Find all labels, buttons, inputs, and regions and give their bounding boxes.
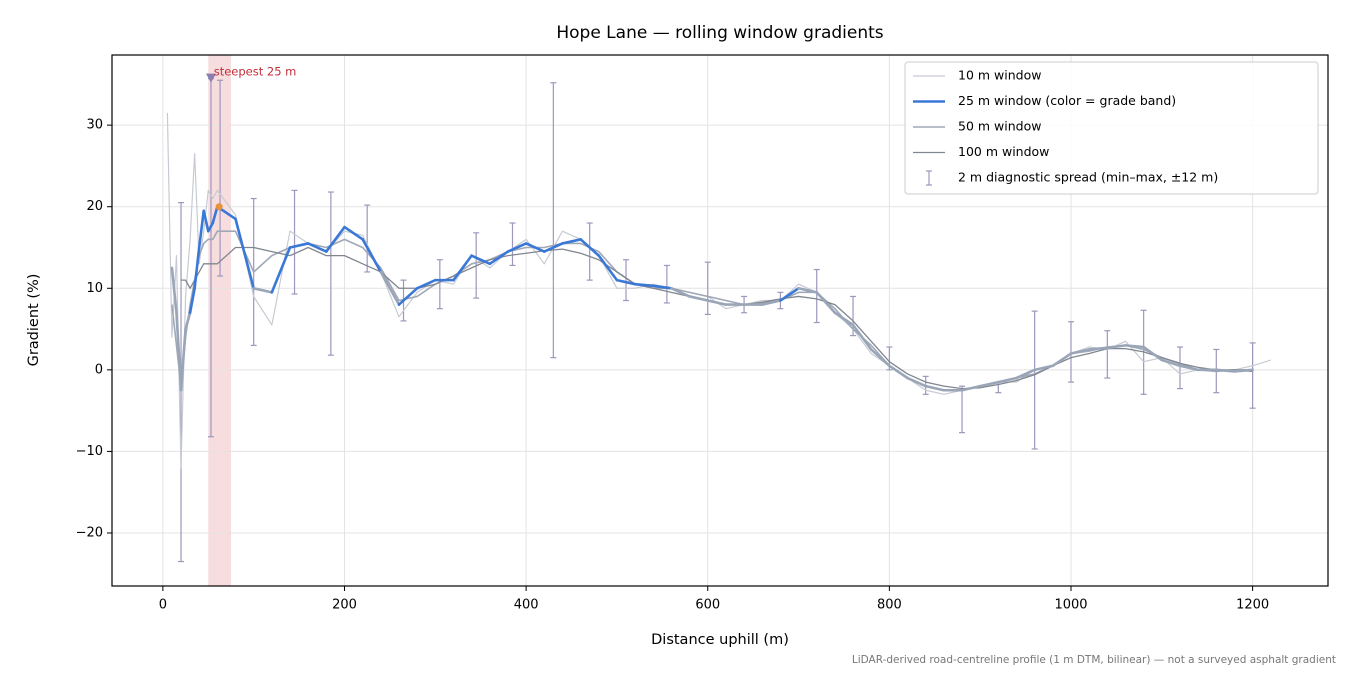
line-segment	[978, 380, 1000, 388]
line-segment	[561, 238, 582, 245]
line-segment	[1106, 344, 1127, 350]
line-segment	[197, 209, 206, 249]
chart-title: Hope Lane — rolling window gradients	[556, 23, 883, 43]
x-axis-label: Distance uphill (m)	[651, 632, 789, 648]
x-tick-label: 1200	[1236, 598, 1269, 613]
line-segment	[488, 250, 510, 266]
line-segment	[270, 246, 292, 294]
line-segment	[452, 254, 473, 282]
line-segment	[170, 266, 178, 315]
x-tick-label: 200	[332, 598, 357, 613]
line-segment	[1160, 358, 1182, 368]
line-segment	[252, 286, 274, 294]
line-segment	[397, 286, 419, 306]
line-segment	[760, 299, 782, 306]
line-segment	[615, 278, 637, 286]
line-segment	[1178, 364, 1200, 372]
y-tick-label: 0	[95, 362, 103, 377]
line-segment	[524, 242, 546, 253]
line-segment	[202, 209, 210, 233]
x-tick-label: 600	[695, 598, 720, 613]
line-segment	[597, 254, 619, 282]
highlight-span	[208, 55, 231, 586]
line-segment	[833, 311, 855, 327]
annotation: steepest 25 m	[214, 65, 297, 79]
x-tick-label: 1000	[1054, 598, 1087, 613]
line-segment	[306, 242, 328, 253]
legend-box	[904, 61, 1319, 195]
y-tick-label: 20	[86, 199, 103, 214]
line-segment	[379, 270, 401, 306]
line-segment	[1124, 344, 1145, 349]
line-segment	[1051, 352, 1073, 368]
line-segment	[670, 286, 691, 298]
line-segment	[188, 286, 196, 315]
line-segment	[179, 327, 187, 392]
plot-frame	[111, 54, 1329, 587]
line-segment	[997, 376, 1018, 384]
line-segment	[906, 376, 927, 388]
line-segment	[851, 323, 873, 351]
line	[181, 246, 1253, 390]
line-segment	[415, 278, 437, 290]
legend-label: 25 m window (color = grade band)	[958, 93, 1176, 108]
legend-label: 10 m window	[958, 68, 1041, 83]
legend-label: 50 m window	[958, 119, 1041, 134]
line-segment	[797, 286, 819, 294]
line-segment	[706, 299, 728, 306]
x-tick-label: 0	[159, 598, 167, 613]
line-segment	[688, 295, 710, 302]
legend-label: 100 m window	[958, 144, 1049, 159]
line-segment	[924, 384, 946, 392]
peak-marker	[215, 203, 223, 211]
x-tick-label: 800	[877, 598, 902, 613]
line-segment	[1214, 368, 1236, 373]
line-segment	[888, 364, 909, 380]
line-segment	[1033, 364, 1055, 372]
y-axis-label: Gradient (%)	[26, 274, 42, 367]
line-segment	[869, 348, 891, 368]
line-segment	[184, 311, 192, 331]
line-segment	[1015, 368, 1036, 380]
steepest-marker	[205, 73, 216, 83]
y-tick-label: −10	[76, 444, 103, 459]
line-segment	[506, 242, 528, 253]
line-segment	[193, 246, 201, 290]
line-segment	[206, 221, 215, 233]
line-segment	[633, 282, 655, 288]
footnote: LiDAR-derived road-centreline profile (1…	[852, 654, 1336, 666]
line-segment	[815, 291, 837, 315]
line-segment	[960, 384, 982, 392]
line-segment	[470, 254, 492, 266]
line-segment	[175, 311, 183, 392]
line-segment	[1142, 345, 1164, 362]
line-segment	[1087, 346, 1109, 351]
line-segment	[325, 225, 346, 253]
line-segment	[542, 242, 564, 253]
line-segment	[779, 286, 800, 302]
line-segment	[288, 242, 310, 249]
line-segment	[234, 217, 255, 290]
line-segment	[1069, 348, 1091, 355]
y-tick-label: −20	[76, 525, 103, 540]
line-segment	[211, 205, 219, 225]
y-tick-label: 30	[86, 118, 103, 133]
line-segment	[343, 225, 364, 241]
x-tick-label: 400	[514, 598, 539, 613]
line-segment	[651, 284, 673, 290]
legend-label: 2 m diagnostic spread (min–max, ±12 m)	[958, 170, 1218, 185]
line-segment	[579, 238, 601, 257]
y-tick-label: 10	[86, 281, 103, 296]
line-segment	[361, 238, 383, 274]
line-segment	[1233, 368, 1254, 373]
